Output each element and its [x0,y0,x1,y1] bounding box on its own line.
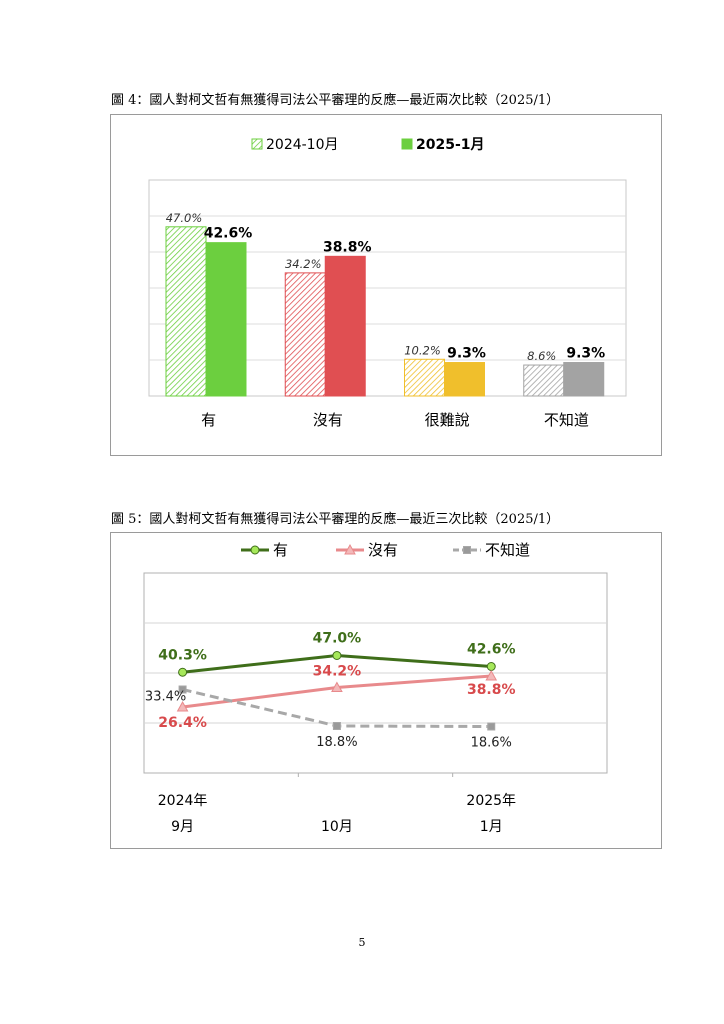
bar-value-label: 9.3% [566,346,605,362]
data-point-no [176,700,189,712]
legend-marker-yes [250,545,260,555]
data-point-yes [332,651,342,660]
data-label-dont-know: 18.8% [316,735,357,750]
data-point-yes [486,662,496,671]
data-point-dont-know [178,685,187,694]
data-label-yes: 42.6% [467,642,516,658]
bar-2024-10-1 [284,272,326,397]
data-point-dont-know [332,722,341,730]
x-month-label: 10月 [321,819,353,835]
bar-2025-1-1 [324,255,366,397]
legend-swatch-2024-10 [251,138,263,150]
bar-2024-10-0 [165,226,207,397]
legend-marker-no [344,543,356,555]
bar-value-label: 9.3% [447,346,486,362]
category-label: 很難說 [425,411,470,429]
x-month-label: 9月 [171,819,194,835]
category-label: 不知道 [544,411,589,429]
x-year-label: 2024年 [158,793,208,809]
data-label-yes: 47.0% [313,631,362,647]
legend-label-yes: 有 [273,541,288,559]
bar-chart: 2024-10月 2025-1月 47.0%42.6% 有 34.2%38.8% 沒有 10… [148,137,627,429]
data-label-dont-know: 33.4% [145,690,186,705]
x-month-label: 1月 [480,819,503,835]
bar-2024-10-2 [404,358,445,397]
bar-value-label: 38.8% [323,239,372,255]
category-label: 沒有 [313,411,343,429]
bar-value-label: 8.6% [527,349,556,363]
figure5-frame: 有 沒有 不知道 40.3% 47.0% 42.6% 26.4% 34.2% 38.8% 33.4… [110,532,662,849]
bar-value-label: 47.0% [166,211,203,225]
bar-2024-10-3 [523,364,565,397]
data-point-no [331,681,343,692]
data-label-no: 34.2% [313,664,362,680]
data-point-no [485,669,498,681]
legend-label-no: 沒有 [368,541,398,559]
legend-swatch-2025-1 [401,138,413,150]
data-label-no: 38.8% [467,682,516,698]
legend-label-2024-10: 2024-10月 [266,137,339,153]
bar-2025-1-0 [205,242,247,397]
series-line-dont-know [182,688,492,728]
bar-value-label: 42.6% [204,226,253,242]
figure4-frame: 2024-10月 2025-1月 47.0% 42.6% 有 34.2% 38.8% 沒有 10… [110,114,662,456]
legend-marker-dont-know [463,546,471,554]
x-year-label: 2025年 [466,793,516,809]
bar-2025-1-3 [563,362,605,397]
category-label: 有 [201,411,216,429]
bar-value-label: 10.2% [404,343,441,357]
legend-label-2025-1: 2025-1月 [416,137,485,153]
legend-label-dont-know: 不知道 [485,541,530,559]
page-number: 5 [358,936,366,949]
figure5-caption: 圖 5：國人對柯文哲有無獲得司法公平審理的反應—最近三次比較（2025/1） [111,512,560,527]
bar-value-label: 34.2% [285,257,322,271]
data-point-dont-know [487,722,496,731]
figure4-caption: 圖 4：國人對柯文哲有無獲得司法公平審理的反應—最近兩次比較（2025/1） [111,93,560,108]
data-label-yes: 40.3% [158,647,207,663]
line-chart: 有 沒有 不知道 40.3% 47.0% 42.6% 26.4% 34.2% 38.8% 33.4… [143,541,608,835]
bar-2025-1-2 [444,362,485,397]
data-label-no: 26.4% [158,715,207,731]
data-label-dont-know: 18.6% [471,736,512,751]
data-point-yes [178,667,188,677]
